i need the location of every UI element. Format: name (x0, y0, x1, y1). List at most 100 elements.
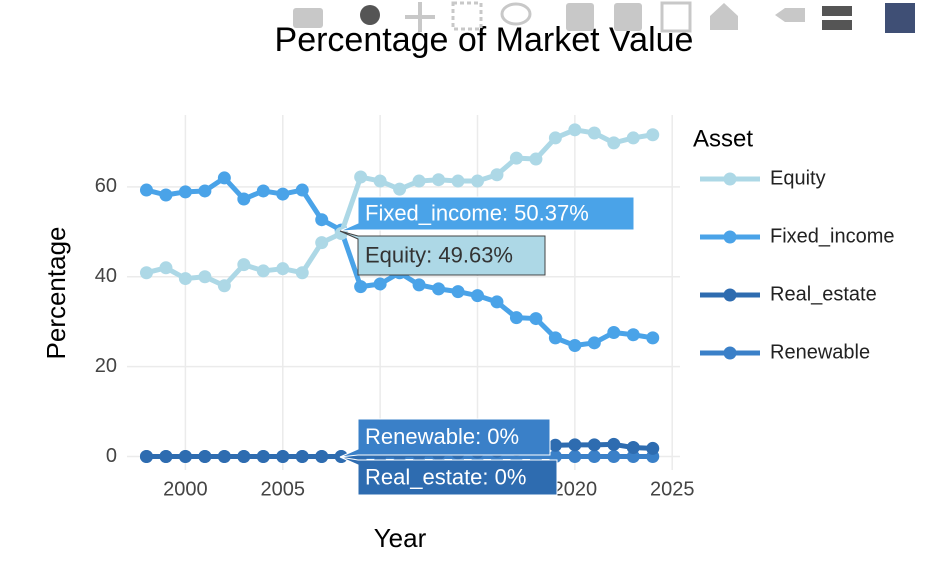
data-point (237, 450, 251, 464)
data-point (568, 438, 582, 452)
data-point (490, 168, 504, 182)
data-point (256, 264, 270, 278)
data-point (276, 187, 290, 201)
select-icon[interactable] (451, 1, 483, 31)
data-point (646, 128, 660, 142)
zoom-in-icon[interactable] (566, 3, 594, 31)
data-point (568, 450, 582, 464)
data-point (587, 438, 601, 452)
data-point (354, 280, 368, 294)
hover-box (339, 418, 551, 458)
hover-label: Real_estate: 0% (365, 464, 526, 489)
legend-marker (723, 172, 737, 186)
data-point (470, 289, 484, 303)
plot-area: 0204060200020052010201520202025 (95, 115, 694, 500)
data-point (626, 131, 640, 145)
modebar (293, 1, 915, 33)
data-point (354, 170, 368, 184)
data-point (626, 441, 640, 455)
lasso-icon[interactable] (500, 2, 532, 26)
camera-icon[interactable] (293, 8, 323, 28)
x-tick-label: 2020 (553, 478, 598, 500)
data-point (568, 339, 582, 353)
data-point (626, 328, 640, 342)
data-point (587, 336, 601, 350)
data-point (432, 173, 446, 187)
y-tick-label: 40 (95, 265, 117, 287)
legend-marker (723, 346, 737, 360)
spike-icon[interactable] (775, 8, 805, 22)
data-point (626, 450, 640, 464)
data-point (159, 450, 173, 464)
x-axis-title: Year (374, 523, 427, 553)
data-point (587, 126, 601, 140)
data-point (178, 450, 192, 464)
data-point (315, 236, 329, 250)
y-tick-label: 20 (95, 355, 117, 377)
data-point (276, 450, 290, 464)
data-point (217, 450, 231, 464)
data-point (276, 262, 290, 276)
x-tick-label: 2000 (163, 478, 208, 500)
data-point (412, 278, 426, 292)
pan-icon[interactable] (405, 2, 435, 32)
data-point (295, 450, 309, 464)
data-point (256, 450, 270, 464)
data-point (295, 266, 309, 280)
data-point (607, 450, 621, 464)
data-point (139, 266, 153, 280)
zoom-out-icon[interactable] (614, 3, 642, 31)
legend-title: Asset (693, 125, 753, 152)
data-point (432, 282, 446, 296)
data-point (198, 184, 212, 198)
x-tick-label: 2005 (261, 478, 306, 500)
legend-marker (723, 288, 737, 302)
home-icon[interactable] (710, 3, 738, 30)
hover-box (339, 456, 558, 496)
data-point (237, 258, 251, 272)
data-point (587, 450, 601, 464)
data-point (373, 277, 387, 291)
data-point (509, 151, 523, 165)
legend-label: Fixed_income (770, 225, 895, 247)
data-point (529, 312, 543, 326)
autoscale-icon[interactable] (660, 1, 692, 33)
data-point (315, 213, 329, 227)
hover-box (339, 230, 546, 276)
hover-label: Equity: 49.63% (365, 242, 513, 267)
data-point (607, 325, 621, 339)
zoom-icon[interactable] (360, 5, 380, 25)
data-point (548, 331, 562, 345)
hover-compare-icon[interactable] (822, 20, 852, 30)
data-point (159, 188, 173, 202)
data-point (217, 279, 231, 293)
y-tick-label: 0 (106, 445, 117, 467)
data-point (217, 171, 231, 185)
hover-closest-icon[interactable] (822, 6, 852, 16)
data-point (490, 295, 504, 309)
data-point (178, 272, 192, 286)
data-point (159, 261, 173, 275)
data-point (315, 450, 329, 464)
data-point (548, 438, 562, 452)
legend-marker (723, 230, 737, 244)
y-tick-label: 60 (95, 175, 117, 197)
data-point (568, 123, 582, 137)
data-point (646, 441, 660, 455)
data-point (198, 450, 212, 464)
data-point (412, 174, 426, 188)
hover-label: Renewable: 0% (365, 424, 519, 449)
data-point (646, 331, 660, 345)
data-point (509, 311, 523, 325)
plotly-logo[interactable] (885, 3, 915, 33)
data-point (451, 174, 465, 188)
data-point (178, 185, 192, 199)
data-point (256, 184, 270, 198)
hover-label: Fixed_income: 50.37% (365, 200, 589, 225)
legend-label: Renewable (770, 341, 870, 363)
legend-label: Real_estate (770, 283, 877, 305)
data-point (607, 437, 621, 451)
data-point (198, 270, 212, 284)
data-point (451, 285, 465, 299)
